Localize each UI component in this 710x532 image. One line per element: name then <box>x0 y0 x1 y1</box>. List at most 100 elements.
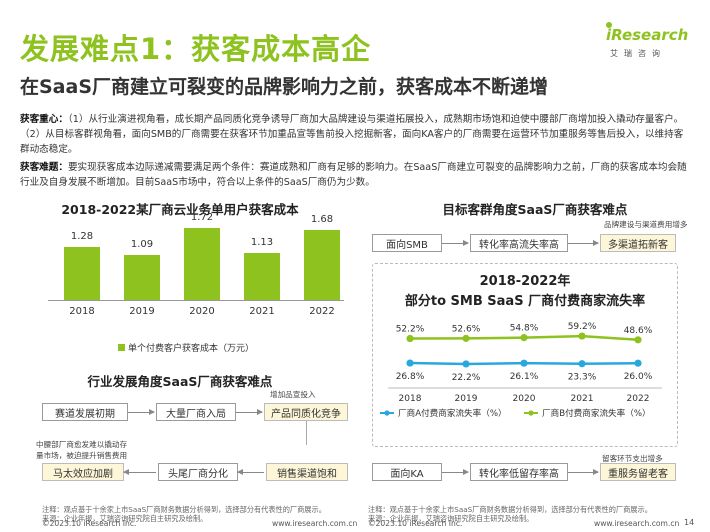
series-point-0-1 <box>462 360 470 368</box>
smb-box: 面向SMB <box>372 234 442 252</box>
series-point-label: 23.3% <box>568 373 597 383</box>
bar-value-label: 1.13 <box>250 236 274 248</box>
line-category-label: 2022 <box>627 394 650 404</box>
bar-category-label: 2021 <box>249 306 275 317</box>
line-legend-dot-0 <box>384 410 390 416</box>
industry-box-polarization: 头尾厂商分化 <box>158 463 238 481</box>
footer-note-left-line1: 注释：观点基于十余家上市SaaS厂商财务数据分析得到，选择部分有代表性的厂商展示… <box>42 505 326 514</box>
bar-category-label: 2022 <box>309 306 335 317</box>
bar-value-label: 1.28 <box>70 230 94 242</box>
page-subtitle: 在SaaS厂商建立可裂变的品牌影响力之前，获客成本不断递增 <box>20 76 549 98</box>
bar-legend-swatch <box>118 344 125 351</box>
logo-text: iResearch <box>606 26 689 44</box>
line-legend-label-0: 厂商A付费商家流失率（%） <box>398 407 507 419</box>
line-legend-label-1: 厂商B付费商家流失率（%） <box>542 407 651 419</box>
bar-2021 <box>244 252 280 300</box>
industry-note-left-1: 中腰部厂商愈发难以撬动存 <box>36 440 128 449</box>
bar-2018 <box>64 246 100 300</box>
customer-flow-title: 目标客群角度SaaS厂商获客难点 <box>442 202 628 217</box>
line-legend-dot-1 <box>528 410 534 416</box>
series-point-label: 59.2% <box>568 322 597 332</box>
series-point-1-1 <box>462 334 470 342</box>
footer-copyright-left: ©2023.10 iResearch Inc. <box>42 519 137 528</box>
bar-chart-title: 2018-2022某厂商云业务单用户获客成本 <box>61 202 299 217</box>
line-category-label: 2018 <box>399 394 422 404</box>
line-category-label: 2021 <box>571 394 594 404</box>
series-point-label: 22.2% <box>452 373 481 383</box>
footer-note-left: 注释：观点基于十余家上市SaaS厂商财务数据分析得到，选择部分有代表性的厂商展示… <box>42 505 326 523</box>
footer-url-left[interactable]: www.iresearch.com.cn <box>272 519 358 528</box>
ka-note: 留客环节支出增多 <box>602 454 663 463</box>
series-point-0-2 <box>520 359 528 367</box>
series-point-1-4 <box>634 336 642 344</box>
bar-category-label: 2020 <box>189 306 215 317</box>
industry-connector-down <box>306 421 307 445</box>
series-point-1-3 <box>578 332 586 340</box>
line-chart-frame <box>372 263 678 447</box>
focus-body: （1）从行业演进视角看，成长期产品同质化竞争诱导厂商加大品牌建设与渠道拓展投入，… <box>20 114 684 155</box>
bar-value-label: 1.72 <box>190 212 214 224</box>
industry-note-top: 增加品宣投入 <box>270 390 316 399</box>
industry-box-homogeneous-competition: 产品同质化竞争 <box>264 403 348 421</box>
focus-paragraph: 获客重心：（1）从行业演进视角看，成长期产品同质化竞争诱导厂商加大品牌建设与渠道… <box>20 112 692 157</box>
smb-note: 品牌建设与渠道费用增多 <box>604 220 688 229</box>
ka-end-box: 重服务留老客 <box>600 463 676 481</box>
ka-box: 面向KA <box>372 463 442 481</box>
smb-arrow-1 <box>442 240 469 246</box>
series-point-0-3 <box>578 360 586 368</box>
footer-source-right: 来源：企业年报，艾瑞咨询研究院自主研究及绘制。 <box>368 514 534 523</box>
smb-mid-box: 转化率高流失率高 <box>470 234 568 252</box>
difficulty-paragraph: 获客难题：要实现获客成本边际递减需要满足两个条件：赛道成熟和厂商有足够的影响力。… <box>20 160 692 190</box>
line-chart-svg: 26.8% 22.2% 26.1% 23.3% 26.0% 52.2% 52.6% 54.8%… <box>380 322 662 419</box>
industry-note-left-2: 量市场，被迫提升销售费用 <box>36 451 128 460</box>
series-point-label: 52.2% <box>396 325 425 335</box>
industry-arrow-2 <box>236 409 263 415</box>
bar-value-label: 1.09 <box>130 238 154 250</box>
line-category-label: 2019 <box>455 394 478 404</box>
industry-arrow-1 <box>128 409 155 415</box>
industry-box-many-entrants: 大量厂商入局 <box>156 403 236 421</box>
difficulty-label: 获客难题： <box>20 162 68 173</box>
bar-2020 <box>184 228 220 300</box>
industry-box-early-stage: 赛道发展初期 <box>42 403 128 421</box>
industry-arrow-3 <box>123 469 156 475</box>
bar-category-label: 2018 <box>69 306 95 317</box>
footer-note-right-line1: 注释：观点基于十余家上市SaaS厂商财务数据分析得到，选择部分有代表性的厂商展示… <box>368 505 652 514</box>
industry-arrow-4 <box>237 469 264 475</box>
line-chart-title-2: 部分to SMB SaaS 厂商付费商家流失率 <box>404 294 646 309</box>
series-point-label: 26.8% <box>396 372 425 382</box>
series-point-label: 54.8% <box>510 324 539 334</box>
logo-subtext: 艾瑞咨询 <box>610 49 666 58</box>
series-point-1-0 <box>406 334 414 343</box>
bar-2019 <box>124 254 160 300</box>
footer-copyright-right: ©2023.10 iResearch Inc. <box>368 519 463 528</box>
series-point-1-2 <box>520 334 528 342</box>
bar-category-label: 2019 <box>129 306 155 317</box>
ka-mid-box: 转化率低留存率高 <box>470 463 568 481</box>
footer-source-left: 来源：企业年报，艾瑞咨询研究院自主研究及绘制。 <box>42 514 208 523</box>
industry-box-matthew-effect: 马太效应加剧 <box>42 463 124 481</box>
industry-box-channel-saturation: 销售渠道饱和 <box>266 463 348 481</box>
bar-value-label: 1.68 <box>310 214 334 225</box>
page-title: 发展难点1：获客成本高企 <box>20 32 372 66</box>
bar-x-axis <box>48 300 344 301</box>
footer-url-right[interactable]: www.iresearch.com.cn <box>594 519 680 528</box>
focus-label: 获客重心： <box>20 114 68 125</box>
bar-2022 <box>304 230 340 300</box>
series-point-label: 26.0% <box>624 372 653 382</box>
footer-note-right: 注释：观点基于十余家上市SaaS厂商财务数据分析得到，选择部分有代表性的厂商展示… <box>368 505 652 523</box>
page-number: 14 <box>684 518 695 527</box>
line-category-label: 2020 <box>513 394 536 404</box>
series-point-0-0 <box>406 359 414 367</box>
smb-arrow-2 <box>568 240 599 246</box>
difficulty-body: 要实现获客成本边际递减需要满足两个条件：赛道成熟和厂商有足够的影响力。在SaaS… <box>20 162 687 188</box>
bar-legend-label: 单个付费客户获客成本（万元） <box>128 344 255 354</box>
ka-arrow-1 <box>442 469 469 475</box>
iresearch-logo: iResearch 艾瑞咨询 <box>606 16 696 66</box>
industry-flow-title: 行业发展角度SaaS厂商获客难点 <box>87 374 273 389</box>
smb-end-box: 多渠道拓新客 <box>600 234 676 252</box>
series-point-label: 26.1% <box>510 372 539 382</box>
series-point-0-4 <box>634 359 642 367</box>
logo-leaf-icon <box>606 22 612 28</box>
series-point-label: 52.6% <box>452 324 481 334</box>
